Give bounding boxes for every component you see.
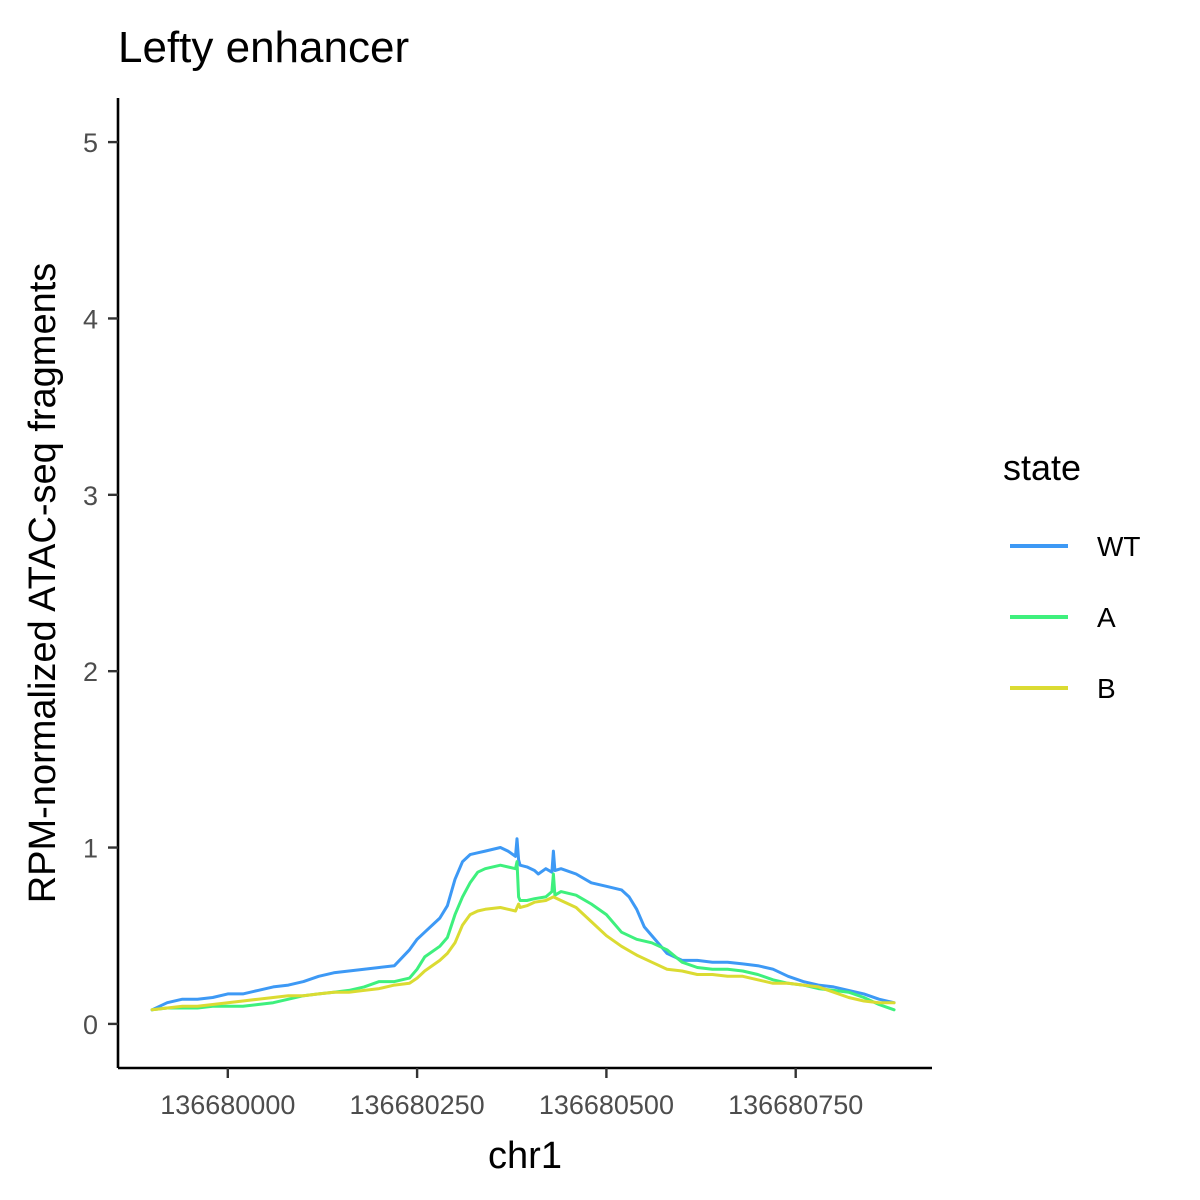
legend-items: WT A B (1010, 531, 1141, 704)
y-axis-ticks: 0 1 2 3 4 5 (83, 128, 118, 1040)
y-tick-label: 3 (83, 481, 98, 511)
legend-label-b: B (1097, 673, 1116, 704)
legend: state WT A B (1003, 447, 1141, 704)
series-line-b (150, 895, 896, 1012)
y-tick-label: 4 (83, 304, 98, 334)
y-tick-label: 5 (83, 128, 98, 158)
x-tick-label: 136680500 (539, 1090, 674, 1120)
plot-area (150, 837, 896, 1012)
y-tick-label: 2 (83, 657, 98, 687)
y-tick-label: 1 (83, 834, 98, 864)
y-tick-label: 0 (83, 1010, 98, 1040)
legend-label-wt: WT (1097, 531, 1141, 562)
series-line-a (150, 860, 896, 1012)
legend-label-a: A (1097, 602, 1116, 633)
y-axis-title: RPM-normalized ATAC-seq fragments (22, 263, 64, 904)
x-axis-ticks: 136680000 136680250 136680500 136680750 (160, 1068, 863, 1120)
chart-title: Lefty enhancer (118, 23, 409, 72)
legend-title: state (1003, 447, 1081, 488)
x-tick-label: 136680250 (350, 1090, 485, 1120)
x-axis-title: chr1 (488, 1135, 562, 1177)
x-tick-label: 136680750 (728, 1090, 863, 1120)
series-line-wt (150, 837, 896, 1012)
x-tick-label: 136680000 (160, 1090, 295, 1120)
